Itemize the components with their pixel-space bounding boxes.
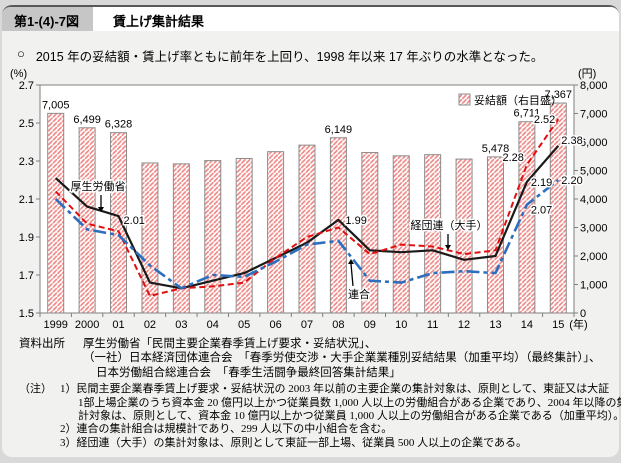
source-line: 厚生労働省「民間主要企業春季賃上げ要求・妥結状況」、 [83, 338, 377, 350]
svg-text:6,149: 6,149 [325, 124, 353, 136]
svg-text:05: 05 [238, 319, 250, 331]
svg-text:2.07: 2.07 [531, 205, 552, 217]
svg-text:07: 07 [301, 319, 313, 331]
svg-text:2.19: 2.19 [531, 177, 552, 189]
circle-bullet-icon: ○ [17, 46, 25, 61]
note-line: 1部上場企業のうち資本金 20 億円以上かつ従業員数 1,000 人以上の労働組… [78, 396, 621, 409]
svg-text:2.7: 2.7 [19, 80, 34, 92]
svg-text:厚生労働省: 厚生労働省 [71, 179, 126, 193]
note-line: 計対象は、原則として、資本金 10 億円以上かつ従業員 1,000 人以上の労働… [78, 410, 621, 423]
svg-text:6,499: 6,499 [73, 114, 101, 126]
svg-text:連合: 連合 [348, 287, 370, 301]
svg-text:03: 03 [175, 319, 187, 331]
svg-text:妥結額（右目盛）: 妥結額（右目盛） [474, 93, 562, 107]
svg-text:09: 09 [364, 319, 376, 331]
svg-text:2.1: 2.1 [19, 194, 34, 206]
summary-text: 2015 年の妥結額・賃上げ率ともに前年を上回り、1998 年以来 17 年ぶり… [35, 50, 544, 64]
figure-panel: 第1-(4)-7図 賃上げ集計結果 ○ 2015 年の妥結額・賃上げ率ともに前年… [2, 5, 621, 457]
svg-text:2.5: 2.5 [19, 118, 34, 130]
svg-text:08: 08 [332, 319, 344, 331]
source-line: （一社）日本経済団体連合会 「春季労使交渉・大手企業業種別妥結結果（加重平均）（… [83, 352, 601, 365]
svg-text:6,711: 6,711 [514, 108, 541, 120]
svg-text:15: 15 [552, 319, 564, 331]
svg-text:02: 02 [144, 319, 156, 331]
svg-text:2.20: 2.20 [561, 175, 582, 187]
svg-text:経団連（大手）: 経団連（大手） [411, 218, 488, 232]
svg-text:7,367: 7,367 [545, 89, 573, 101]
svg-text:4,000: 4,000 [580, 194, 608, 206]
wage-settlement-chart: (%) (円) 2.7 2.5 2.3 2.1 1.9 1.7 1.5 8,000 7,000 6,0… [10, 68, 608, 331]
svg-text:3,000: 3,000 [580, 223, 608, 235]
svg-text:01: 01 [112, 319, 124, 331]
svg-text:2.52: 2.52 [534, 114, 555, 126]
svg-text:(年): (年) [569, 317, 587, 331]
source-label: 資料出所 [19, 338, 65, 350]
source-lines: 厚生労働省「民間主要企業春季賃上げ要求・妥結状況」、 （一社）日本経済団体連合会… [83, 337, 601, 380]
notes-block: （注） 1）民間主要企業春季賃上げ要求・妥結状況の 2003 年以前の主要企業の… [19, 383, 621, 450]
svg-text:5,000: 5,000 [580, 166, 608, 178]
svg-text:5,478: 5,478 [482, 143, 510, 155]
svg-text:(%): (%) [10, 68, 27, 80]
svg-text:2.38: 2.38 [561, 135, 582, 147]
svg-text:04: 04 [207, 319, 219, 331]
svg-text:8,000: 8,000 [580, 80, 608, 92]
svg-text:7,000: 7,000 [580, 109, 608, 121]
svg-text:2,000: 2,000 [580, 251, 608, 263]
svg-text:14: 14 [521, 319, 533, 331]
svg-text:2.28: 2.28 [502, 152, 523, 164]
note-line: 1）民間主要企業春季賃上げ要求・妥結状況の 2003 年以前の主要企業の集計対象… [60, 383, 610, 396]
svg-text:0: 0 [580, 308, 586, 320]
source-block: 資料出所 厚生労働省「民間主要企業春季賃上げ要求・妥結状況」、 （一社）日本経済… [19, 337, 613, 380]
svg-text:11: 11 [427, 319, 438, 331]
svg-text:7,005: 7,005 [42, 99, 70, 111]
notes-label: （注） [19, 383, 52, 396]
svg-text:1.5: 1.5 [19, 308, 34, 320]
svg-text:1,000: 1,000 [580, 280, 608, 292]
svg-text:6,000: 6,000 [580, 137, 608, 149]
notes-lines: 1）民間主要企業春季賃上げ要求・妥結状況の 2003 年以前の主要企業の集計対象… [60, 383, 621, 450]
svg-text:1.9: 1.9 [19, 232, 34, 244]
svg-text:2000: 2000 [75, 319, 99, 331]
svg-text:1999: 1999 [43, 319, 67, 331]
svg-text:10: 10 [395, 319, 407, 331]
source-line: 日本労働組合総連合会 「春季生活闘争最終回答集計結果」 [96, 366, 401, 379]
figure-header: 第1-(4)-7図 賃上げ集計結果 [2, 7, 619, 31]
svg-text:6,328: 6,328 [105, 119, 133, 131]
svg-text:(円): (円) [578, 68, 596, 80]
figure-number: 第1-(4)-7図 [2, 7, 94, 31]
svg-text:2.01: 2.01 [124, 215, 145, 227]
svg-text:2.3: 2.3 [19, 156, 34, 168]
figure-title: 賃上げ集計結果 [93, 7, 619, 31]
note-line: 3）経団連（大手）の集計対象は、原則として東証一部上場、従業員 500 人以上の… [60, 436, 528, 449]
svg-text:12: 12 [458, 319, 470, 331]
svg-text:13: 13 [489, 319, 501, 331]
svg-text:06: 06 [269, 319, 281, 331]
summary-row: ○ 2015 年の妥結額・賃上げ率ともに前年を上回り、1998 年以来 17 年… [17, 46, 611, 65]
svg-text:1.7: 1.7 [19, 270, 34, 282]
note-line: 2）連合の集計組合は規模計であり、299 人以下の中小組合を含む。 [60, 423, 393, 436]
svg-text:1.99: 1.99 [345, 215, 366, 227]
